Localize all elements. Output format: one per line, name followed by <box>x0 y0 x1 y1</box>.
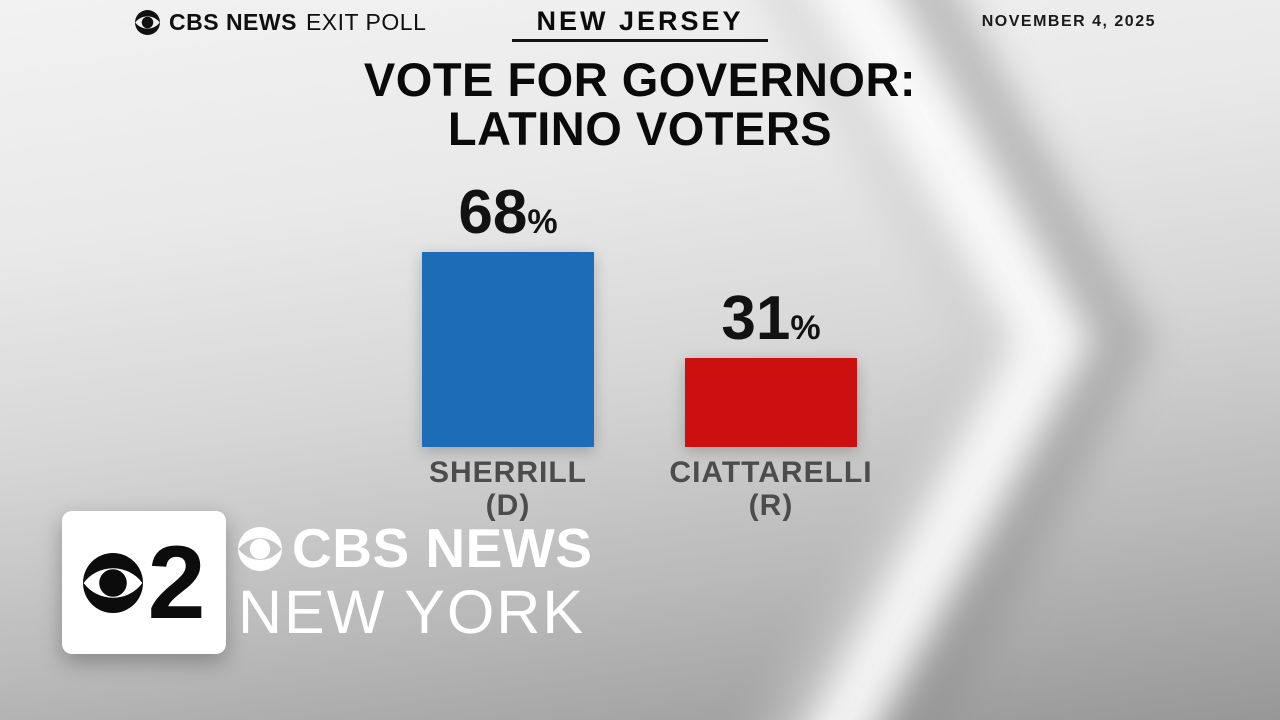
market-name: NEW YORK <box>238 578 586 646</box>
header-location: NEW JERSEY <box>536 6 744 36</box>
header-program-label: EXIT POLL <box>305 9 427 35</box>
channel-number: 2 <box>147 524 206 641</box>
bar-value-sherrill: 68% <box>458 182 557 244</box>
bar-caption-sherrill: SHERRILL (D) <box>368 456 648 522</box>
bar-group-sherrill: 68% <box>422 182 594 447</box>
network-wordmark: CBS NEWS NEW YORK <box>238 521 592 643</box>
candidate-party: (R) <box>748 489 794 522</box>
candidate-name: CIATTARELLI <box>669 456 873 489</box>
percent-sign: % <box>790 309 821 347</box>
chart-title-line-1: VOTE FOR GOVERNOR: <box>363 53 917 106</box>
network-name: CBS NEWS <box>292 517 593 579</box>
network-wordmark-row: CBS NEWS <box>238 521 592 576</box>
header-brand-label: CBS NEWS <box>169 9 297 35</box>
bar-group-ciattarelli: 31% <box>685 288 857 447</box>
chart-title: VOTE FOR GOVERNOR: LATINO VOTERS <box>0 53 1280 155</box>
percent-sign: % <box>527 203 558 241</box>
header-underline <box>512 39 768 42</box>
bar-value-ciattarelli: 31% <box>721 288 820 350</box>
bar-caption-ciattarelli: CIATTARELLI (R) <box>631 456 911 522</box>
bar-value-number: 68 <box>458 178 528 247</box>
station-logo-square: 2 <box>62 511 226 654</box>
bar-rect-ciattarelli <box>685 358 857 447</box>
cbs-eye-icon <box>238 527 282 571</box>
header-brand-group: CBS NEWS EXIT POLL <box>135 9 426 36</box>
candidate-name: SHERRILL <box>429 456 587 489</box>
bar-value-number: 31 <box>721 284 791 353</box>
bar-rect-sherrill <box>422 252 594 447</box>
candidate-party: (D) <box>485 489 531 522</box>
cbs-eye-icon <box>83 553 143 613</box>
header-date: NOVEMBER 4, 2025 <box>981 13 1156 30</box>
chart-title-line-2: LATINO VOTERS <box>447 101 833 155</box>
